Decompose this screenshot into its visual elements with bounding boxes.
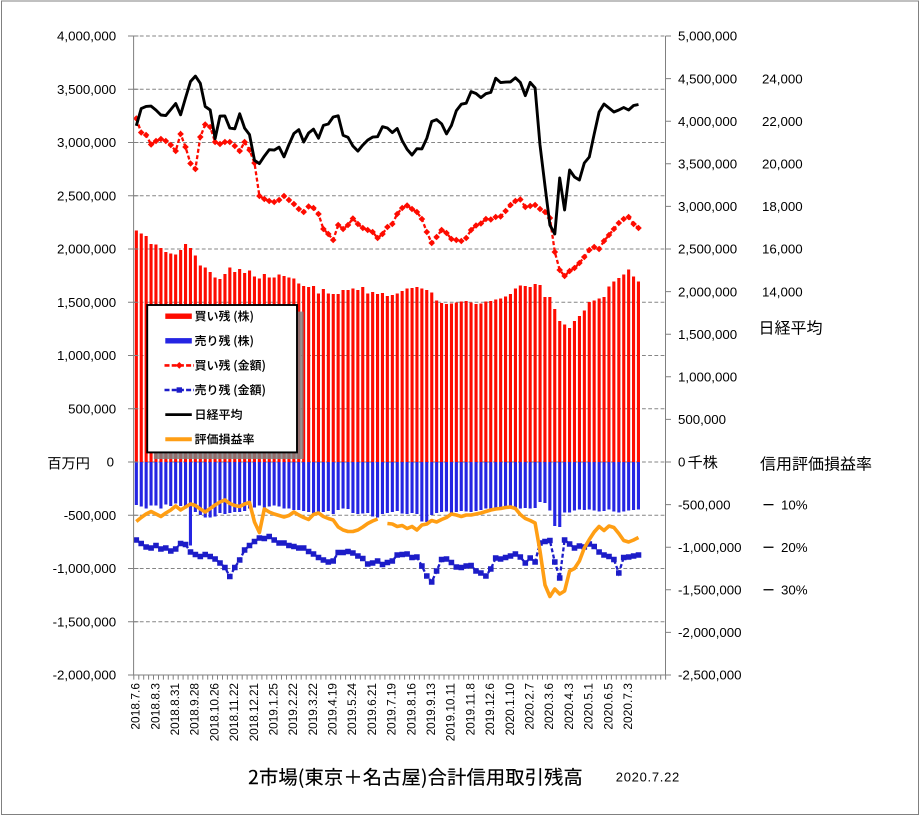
svg-text:1,000,000: 1,000,000	[678, 370, 737, 385]
svg-text:5,000,000: 5,000,000	[678, 29, 737, 44]
svg-text:14,000: 14,000	[762, 284, 803, 299]
svg-text:2019.6.21: 2019.6.21	[365, 683, 379, 735]
svg-text:2020.5.1: 2020.5.1	[582, 683, 596, 730]
svg-text:2018.9.28: 2018.9.28	[188, 683, 202, 736]
svg-text:2019.8.16: 2019.8.16	[404, 683, 418, 736]
svg-text:3,500,000: 3,500,000	[57, 82, 116, 97]
svg-text:-2,000,000: -2,000,000	[678, 625, 742, 640]
svg-text:22,000: 22,000	[762, 114, 803, 129]
svg-text:500,000: 500,000	[678, 412, 726, 427]
svg-text:2019.3.22: 2019.3.22	[306, 683, 320, 735]
svg-text:2020.7.3: 2020.7.3	[621, 683, 635, 730]
svg-text:2019.10.11: 2019.10.11	[444, 683, 458, 741]
svg-text:2020.3.6: 2020.3.6	[542, 683, 556, 730]
svg-text:-1,000,000: -1,000,000	[678, 540, 742, 555]
svg-text:-2,500,000: -2,500,000	[678, 668, 742, 683]
svg-text:3,000,000: 3,000,000	[678, 199, 737, 214]
svg-text:2020.6.5: 2020.6.5	[601, 683, 615, 730]
svg-text:16,000: 16,000	[762, 242, 803, 257]
svg-text:500,000: 500,000	[68, 401, 116, 416]
svg-text:20%: 20%	[781, 540, 808, 555]
svg-text:2018.8.3: 2018.8.3	[148, 683, 162, 730]
svg-text:2019.2.22: 2019.2.22	[286, 683, 300, 735]
svg-text:2020.4.3: 2020.4.3	[562, 683, 576, 730]
svg-text:20,000: 20,000	[762, 157, 803, 172]
svg-text:24,000: 24,000	[762, 71, 803, 86]
svg-text:4,000,000: 4,000,000	[678, 114, 737, 129]
svg-text:10%: 10%	[781, 497, 808, 512]
svg-text:0: 0	[678, 455, 685, 470]
svg-text:-1,500,000: -1,500,000	[678, 583, 742, 598]
svg-text:-1,000,000: -1,000,000	[53, 561, 117, 576]
svg-text:1,500,000: 1,500,000	[678, 327, 737, 342]
svg-text:2018.11.22: 2018.11.22	[227, 683, 241, 741]
svg-text:4,000,000: 4,000,000	[57, 29, 116, 44]
svg-text:18,000: 18,000	[762, 199, 803, 214]
svg-text:3,000,000: 3,000,000	[57, 135, 116, 150]
svg-text:2,000,000: 2,000,000	[57, 242, 116, 257]
svg-text:2020.1.10: 2020.1.10	[503, 683, 517, 736]
svg-text:2019.1.25: 2019.1.25	[267, 683, 281, 736]
svg-text:2019.5.24: 2019.5.24	[345, 683, 359, 736]
svg-text:2019.7.19: 2019.7.19	[385, 683, 399, 735]
svg-text:3,500,000: 3,500,000	[678, 157, 737, 172]
svg-text:2018.8.31: 2018.8.31	[168, 683, 182, 735]
svg-text:-500,000: -500,000	[678, 497, 731, 512]
svg-text:2020.2.7: 2020.2.7	[523, 683, 537, 730]
svg-text:2019.9.13: 2019.9.13	[424, 683, 438, 736]
svg-text:2,500,000: 2,500,000	[678, 242, 737, 257]
svg-text:2018.12.21: 2018.12.21	[247, 683, 261, 741]
svg-text:-500,000: -500,000	[64, 508, 117, 523]
svg-text:2018.10.26: 2018.10.26	[207, 683, 221, 742]
svg-text:0: 0	[107, 455, 114, 470]
svg-text:2018.7.6: 2018.7.6	[129, 683, 143, 730]
svg-text:-2,000,000: -2,000,000	[53, 668, 117, 683]
svg-text:2019.4.19: 2019.4.19	[326, 683, 340, 735]
svg-text:4,500,000: 4,500,000	[678, 71, 737, 86]
svg-text:-1,500,000: -1,500,000	[53, 615, 117, 630]
svg-text:2020.7.22: 2020.7.22	[616, 770, 680, 785]
svg-text:2019.11.8: 2019.11.8	[463, 683, 477, 736]
svg-text:2,000,000: 2,000,000	[678, 284, 737, 299]
svg-text:1,500,000: 1,500,000	[57, 295, 116, 310]
svg-text:1,000,000: 1,000,000	[57, 348, 116, 363]
svg-text:2,500,000: 2,500,000	[57, 188, 116, 203]
svg-text:30%: 30%	[781, 583, 808, 598]
svg-text:2019.12.6: 2019.12.6	[483, 683, 497, 736]
